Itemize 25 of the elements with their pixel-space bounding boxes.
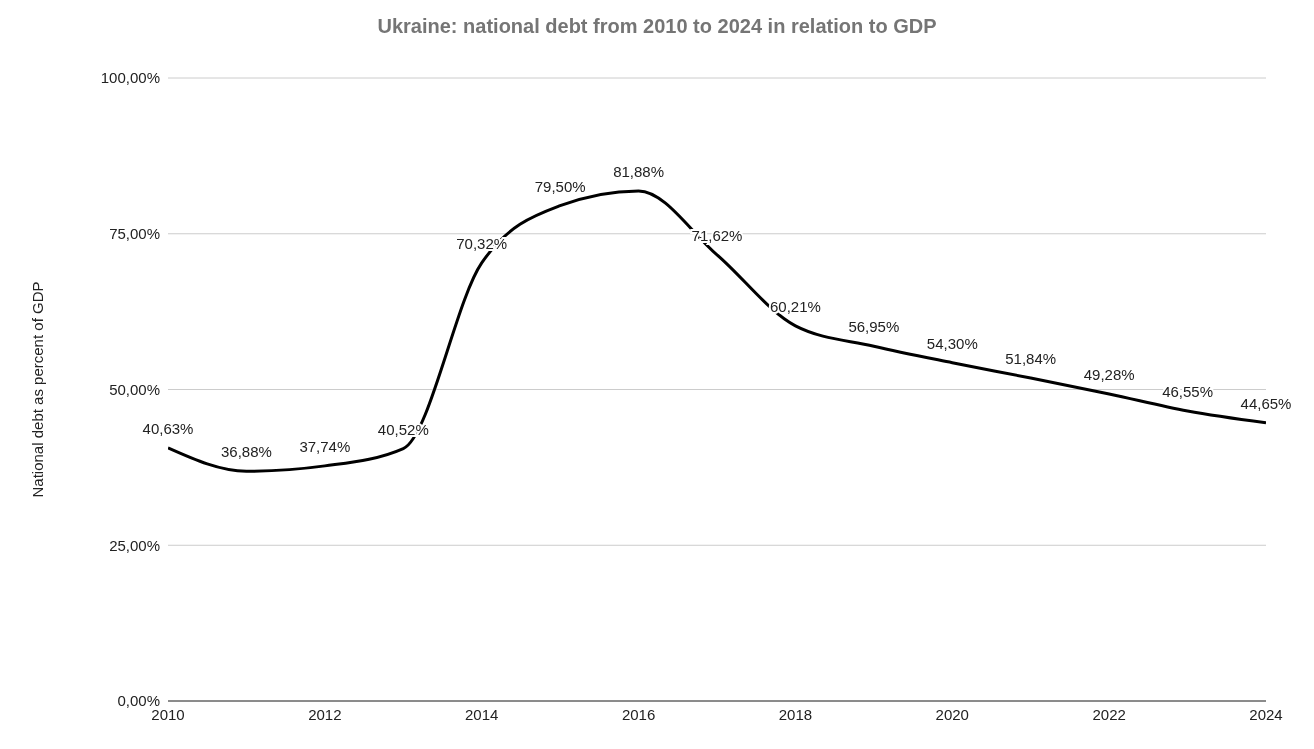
data-label: 81,88% xyxy=(613,162,665,180)
chart-title: Ukraine: national debt from 2010 to 2024 in relation to GDP xyxy=(376,14,938,39)
y-tick-label: 50,00% xyxy=(109,380,160,398)
data-label: 40,63% xyxy=(142,419,194,437)
data-label: 56,95% xyxy=(848,318,900,336)
x-tick-label: 2024 xyxy=(1249,705,1283,723)
y-axis-title: National debt as percent of GDP xyxy=(29,281,47,498)
data-label: 54,30% xyxy=(926,334,978,352)
x-tick-label: 2012 xyxy=(308,705,342,723)
y-tick-label: 25,00% xyxy=(109,536,160,554)
x-tick-label: 2014 xyxy=(465,705,499,723)
x-tick-label: 2018 xyxy=(778,705,813,723)
y-tick-label: 100,00% xyxy=(100,69,160,87)
data-label: 79,50% xyxy=(534,177,586,195)
data-label: 44,65% xyxy=(1240,394,1292,412)
data-label: 37,74% xyxy=(299,437,351,455)
data-label: 49,28% xyxy=(1083,365,1135,383)
data-label: 36,88% xyxy=(220,443,272,461)
x-tick-label: 2022 xyxy=(1092,705,1126,723)
data-label: 46,55% xyxy=(1162,382,1214,400)
y-tick-label: 75,00% xyxy=(109,225,160,243)
data-label: 60,21% xyxy=(769,297,821,315)
x-tick-label: 2016 xyxy=(621,705,656,723)
x-tick-label: 2020 xyxy=(935,705,969,723)
data-label: 51,84% xyxy=(1005,350,1057,368)
